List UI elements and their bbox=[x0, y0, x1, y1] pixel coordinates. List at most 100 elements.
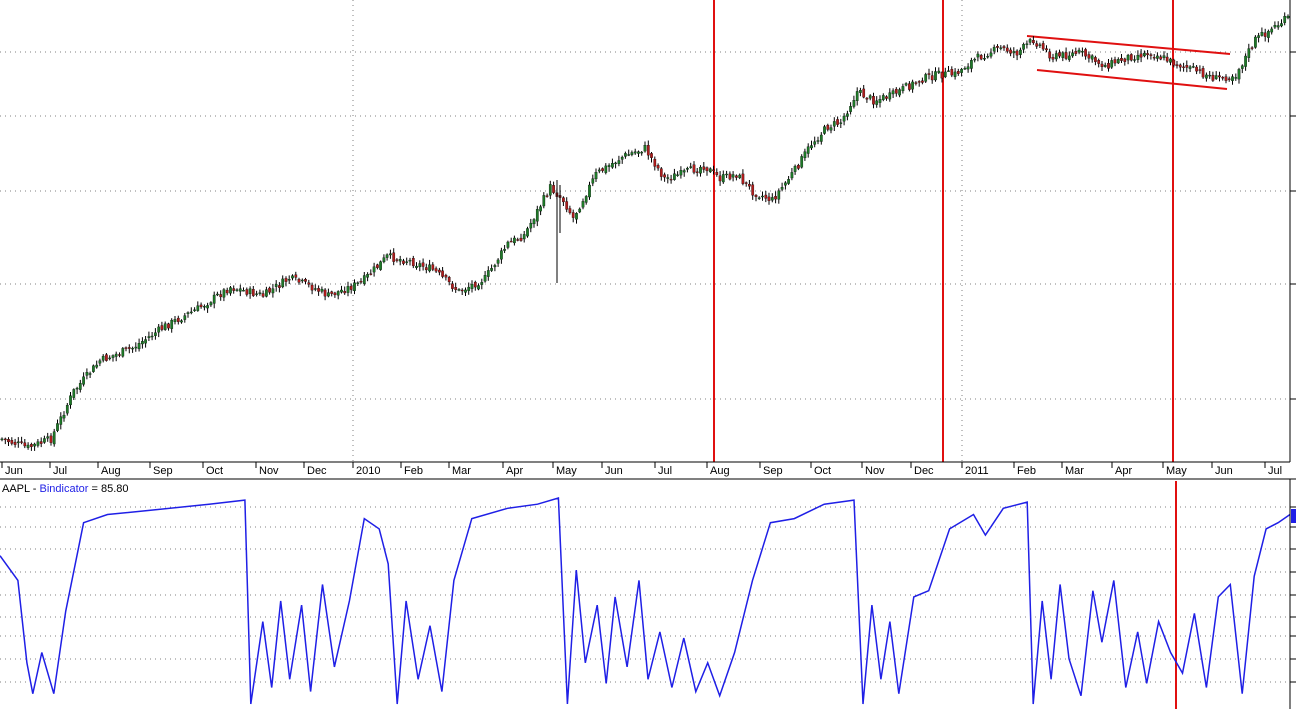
candle-body bbox=[131, 347, 134, 350]
candle-body bbox=[637, 151, 640, 154]
candle-body bbox=[232, 288, 236, 291]
candle-body bbox=[666, 177, 670, 179]
candle-body bbox=[1058, 52, 1061, 57]
candle-body bbox=[767, 196, 771, 201]
candle-body bbox=[451, 283, 454, 289]
candle-body bbox=[30, 444, 33, 447]
candle-body bbox=[75, 387, 79, 390]
candle-body bbox=[1054, 53, 1058, 60]
candle-body bbox=[1045, 48, 1048, 51]
candle-body bbox=[604, 165, 608, 173]
candle-body bbox=[976, 53, 980, 58]
candle-body bbox=[1084, 49, 1087, 57]
candle-body bbox=[457, 289, 461, 291]
candle-body bbox=[927, 73, 931, 75]
candle-body bbox=[992, 46, 996, 52]
candle-body bbox=[914, 82, 918, 84]
candle-body bbox=[33, 443, 36, 447]
candle-body bbox=[1227, 78, 1231, 80]
candle-body bbox=[597, 169, 601, 172]
candle-body bbox=[1159, 56, 1163, 60]
date-tick-label: Mar bbox=[1065, 465, 1084, 477]
candle-body bbox=[216, 293, 219, 296]
date-tick-label: Apr bbox=[506, 465, 523, 477]
candle-body bbox=[1136, 55, 1140, 60]
candle-body bbox=[313, 288, 317, 290]
candle-body bbox=[519, 237, 523, 241]
candle-body bbox=[1061, 52, 1065, 58]
candle-body bbox=[849, 106, 852, 112]
candle-body bbox=[493, 265, 497, 268]
candle-body bbox=[255, 293, 258, 295]
candle-body bbox=[291, 275, 294, 279]
candle-body bbox=[408, 259, 412, 262]
candle-body bbox=[806, 146, 810, 154]
candle-body bbox=[1116, 59, 1120, 64]
bindicator-line bbox=[0, 497, 1291, 705]
candle-body bbox=[203, 306, 206, 308]
candle-body bbox=[20, 441, 23, 443]
candle-body bbox=[513, 237, 516, 244]
candle-body bbox=[744, 182, 748, 184]
candle-body bbox=[353, 282, 356, 291]
candle-body bbox=[669, 178, 673, 181]
candle-body bbox=[369, 273, 373, 275]
candle-body bbox=[392, 252, 396, 262]
candle-body bbox=[1103, 64, 1107, 67]
candle-body bbox=[702, 166, 706, 170]
candle-body bbox=[966, 66, 970, 70]
date-tick-label: Jun bbox=[605, 465, 623, 477]
candle-body bbox=[1015, 50, 1019, 56]
candle-body bbox=[1051, 57, 1055, 60]
candle-body bbox=[460, 289, 464, 292]
candle-body bbox=[229, 287, 232, 294]
candle-body bbox=[483, 275, 487, 282]
candle-body bbox=[898, 89, 901, 96]
candle-body bbox=[7, 439, 10, 443]
candle-body bbox=[26, 444, 30, 448]
price-pane bbox=[0, 0, 1296, 462]
candle-body bbox=[565, 201, 569, 210]
candle-body bbox=[1035, 43, 1039, 47]
candle-body bbox=[591, 178, 595, 184]
candle-body bbox=[891, 90, 895, 95]
candle-body bbox=[92, 365, 95, 372]
candle-body bbox=[872, 96, 875, 105]
date-tick-label: Apr bbox=[1115, 465, 1132, 477]
candle-body bbox=[0, 438, 4, 441]
candle-body bbox=[1276, 25, 1280, 28]
candle-body bbox=[340, 289, 343, 293]
candle-body bbox=[1286, 15, 1290, 19]
candle-body bbox=[411, 258, 415, 267]
candle-body bbox=[908, 83, 911, 90]
candle-body bbox=[284, 278, 288, 282]
candle-body bbox=[594, 172, 598, 180]
candle-body bbox=[193, 309, 196, 311]
date-tick-label: Jul bbox=[658, 465, 672, 477]
candle-body bbox=[323, 289, 327, 297]
candle-body bbox=[434, 268, 438, 272]
candle-body bbox=[784, 182, 787, 186]
date-tick-label: Dec bbox=[914, 465, 934, 477]
candle-body bbox=[836, 119, 839, 125]
candle-body bbox=[1182, 66, 1185, 68]
candle-body bbox=[251, 289, 255, 296]
candle-body bbox=[281, 278, 285, 288]
candle-body bbox=[509, 240, 513, 243]
candle-body bbox=[1267, 30, 1270, 38]
candle-body bbox=[611, 163, 614, 168]
candle-body bbox=[741, 173, 745, 184]
candle-body bbox=[673, 173, 676, 180]
candle-body bbox=[663, 174, 666, 178]
candle-body bbox=[180, 320, 183, 323]
candle-body bbox=[431, 264, 435, 270]
date-tick-label: May bbox=[556, 465, 577, 477]
candle-body bbox=[917, 81, 921, 83]
candle-body bbox=[317, 288, 320, 292]
candle-body bbox=[754, 194, 758, 197]
candle-body bbox=[447, 277, 451, 283]
candle-body bbox=[405, 261, 409, 263]
indicator-label: AAPL - Bindicator = 85.80 bbox=[2, 483, 129, 495]
